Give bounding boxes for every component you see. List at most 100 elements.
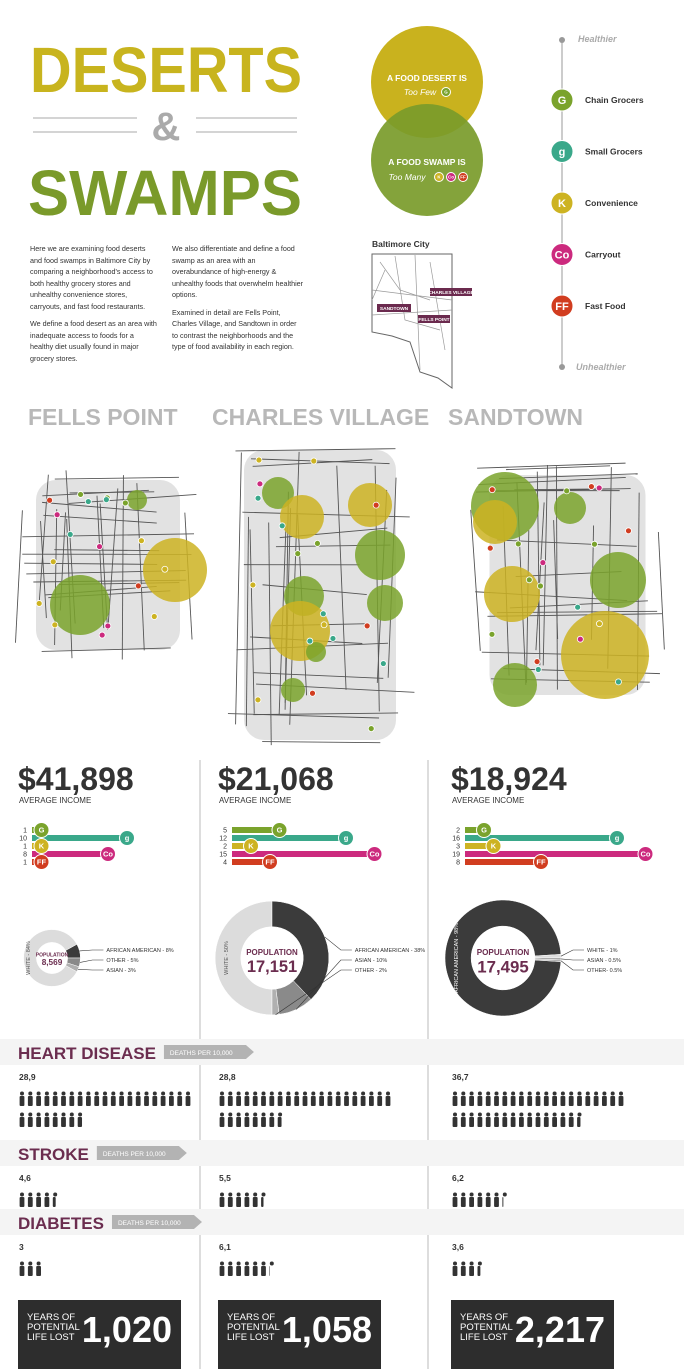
person-body [227, 1197, 233, 1207]
map-store [278, 522, 286, 530]
person-body [244, 1117, 250, 1127]
person-body [585, 1096, 591, 1106]
person-body [302, 1096, 308, 1106]
person-body [44, 1117, 50, 1127]
person-head [453, 1091, 457, 1096]
person-body [510, 1117, 516, 1127]
store-count: 15 [219, 852, 227, 859]
health-unit: DEATHS PER 10,000 [170, 1050, 233, 1057]
person-head [327, 1091, 332, 1096]
donut-segment [271, 900, 330, 1000]
health-band [0, 1039, 684, 1065]
ypll-value: 1,020 [82, 1309, 172, 1350]
person-head [494, 1192, 499, 1197]
map-store [320, 621, 328, 629]
person-head [253, 1261, 258, 1266]
map-store [96, 543, 103, 550]
person-head [244, 1112, 249, 1117]
map-zone [281, 678, 305, 702]
person-body [69, 1117, 75, 1127]
donut-leader [275, 969, 352, 1015]
health-value: 4,6 [19, 1173, 31, 1183]
store-icon [550, 140, 574, 163]
person-body [219, 1266, 225, 1276]
person-head [560, 1112, 565, 1117]
person-body [502, 1096, 508, 1106]
person-head [69, 1091, 74, 1096]
map-street [253, 672, 384, 679]
person-head [469, 1112, 474, 1117]
person-body [477, 1266, 481, 1276]
store-icon-label: Co [370, 850, 380, 859]
map-store [534, 666, 542, 673]
person-head [53, 1112, 58, 1117]
legend-label: Carryout [585, 250, 621, 260]
map-store [294, 550, 302, 558]
income-label: AVERAGE INCOME [219, 796, 291, 805]
donut-label: AFRICAN AMERICAN - 38% [355, 948, 425, 954]
population-value: 17,151 [247, 958, 297, 976]
person-body [269, 1096, 275, 1106]
person-head [236, 1192, 241, 1197]
health-icons [219, 1261, 274, 1276]
paragraph: We also differentiate and define a food … [172, 244, 304, 299]
store-icon [271, 822, 288, 838]
person-body [502, 1117, 508, 1127]
person-body [227, 1117, 233, 1127]
person-head [527, 1091, 532, 1096]
map-store [379, 660, 387, 667]
person-head [569, 1112, 574, 1117]
map-street [38, 474, 49, 605]
person-head [220, 1261, 224, 1266]
person-body [452, 1197, 458, 1207]
map-street [496, 539, 637, 547]
map-street [15, 510, 23, 643]
donut-segment [214, 900, 273, 1016]
map-street [470, 509, 481, 651]
map-street [477, 462, 626, 469]
income-label: AVERAGE INCOME [19, 796, 91, 805]
person-head [152, 1091, 157, 1096]
health-value: 3,6 [452, 1242, 464, 1252]
store-icon-label: g [559, 146, 566, 158]
person-body [252, 1266, 258, 1276]
store-bar [232, 843, 251, 849]
store-count: 2 [223, 844, 227, 851]
person-body [535, 1096, 541, 1106]
map-zone [484, 566, 540, 622]
person-head [469, 1091, 474, 1096]
person-body [543, 1117, 549, 1127]
person-body [86, 1096, 91, 1106]
store-count: 1 [23, 860, 27, 867]
store-icon [262, 854, 278, 870]
legend-end [559, 37, 565, 43]
population-donut: WHITE - 84% AFRICAN AMERICAN - 8% OTHER - … [23, 929, 174, 987]
health-value: 6,1 [219, 1242, 231, 1252]
donut-leader [79, 949, 104, 952]
person-head [511, 1112, 516, 1117]
person-head [461, 1091, 466, 1096]
person-head [127, 1091, 132, 1096]
person-head [78, 1112, 83, 1117]
health-icons [19, 1261, 41, 1276]
store-icon [366, 846, 383, 862]
person-body [510, 1096, 516, 1106]
person-head [486, 1192, 491, 1197]
person-body [27, 1096, 33, 1106]
person-head [286, 1091, 291, 1096]
person-head [502, 1192, 507, 1197]
map-store [539, 559, 547, 567]
map-street [43, 514, 157, 524]
health-icons [452, 1091, 624, 1127]
legend-bottom: Unhealthier [576, 362, 626, 372]
person-body [119, 1096, 124, 1106]
person-body [277, 1117, 282, 1127]
store-count: 2 [456, 828, 460, 835]
person-head [278, 1091, 283, 1096]
person-body [319, 1096, 324, 1106]
person-body [560, 1117, 566, 1127]
person-body [543, 1096, 549, 1106]
map-street [24, 562, 158, 565]
health-tag [163, 1045, 254, 1059]
store-icon [550, 191, 574, 215]
